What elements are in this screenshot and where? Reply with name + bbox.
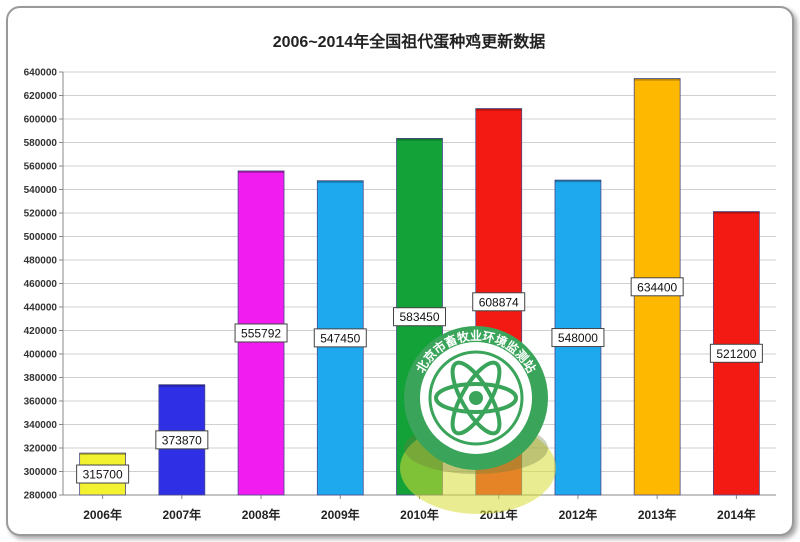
x-tick-label: 2013年 [638, 507, 677, 522]
data-label: 547450 [320, 331, 360, 345]
data-label: 608874 [479, 295, 519, 309]
x-tick-label: 2008年 [242, 507, 281, 522]
data-label-box [472, 292, 526, 312]
chart-title: 2006~2014年全国祖代蛋种鸡更新数据 [273, 32, 546, 51]
x-tick-label: 2012年 [559, 507, 598, 522]
y-tick-label: 440000 [24, 303, 58, 314]
y-tick-label: 600000 [24, 115, 58, 126]
y-tick-label: 540000 [24, 185, 58, 196]
y-tick-label: 280000 [24, 491, 58, 502]
data-label-box [630, 277, 684, 297]
y-tick-label: 620000 [24, 91, 58, 102]
y-tick-labels: 280000 300000 320000 340000 360000 380000 4000… [24, 68, 58, 502]
data-label: 555792 [241, 326, 281, 340]
data-label: 373870 [162, 433, 202, 447]
y-tick-label: 500000 [24, 232, 58, 243]
data-label: 634400 [637, 280, 677, 294]
y-tick-label: 480000 [24, 256, 58, 267]
data-label-box [155, 430, 209, 450]
x-tick-label: 2009年 [321, 507, 360, 522]
data-label: 315700 [83, 468, 123, 482]
data-label-box [709, 343, 763, 363]
x-tick-label: 2007年 [162, 507, 201, 522]
y-tick-label: 300000 [24, 467, 58, 478]
data-label: 583450 [399, 310, 439, 324]
y-tick-label: 420000 [24, 326, 58, 337]
y-tick-label: 320000 [24, 444, 58, 455]
watermark-seal-icon: 北京市畜牧业环境监测站 [400, 326, 556, 514]
y-tick-label: 580000 [24, 138, 58, 149]
x-tick-label: 2010年 [400, 507, 439, 522]
x-tick-label: 2006年 [83, 507, 122, 522]
y-tick-label: 460000 [24, 279, 58, 290]
x-tick-labels: 2006年 2007年 2008年 2009年 2010年 2011年 2012年 2013年… [83, 507, 755, 522]
y-tick-label: 400000 [24, 350, 58, 361]
y-tick-label: 360000 [24, 397, 58, 408]
data-label-box [313, 328, 367, 348]
data-label-box [551, 328, 605, 348]
data-label: 521200 [716, 347, 756, 361]
data-labels: 315700 373870 555792 547450 583450 608874 5480… [76, 277, 763, 484]
y-tick-label: 340000 [24, 420, 58, 431]
data-label-box [76, 464, 130, 484]
y-tick-label: 640000 [24, 68, 58, 79]
data-label-box [234, 323, 288, 343]
data-label: 548000 [558, 331, 598, 345]
y-tick-label: 380000 [24, 373, 58, 384]
y-tick-label: 520000 [24, 209, 58, 220]
y-tick-label: 560000 [24, 162, 58, 173]
x-tick-label: 2014年 [717, 507, 756, 522]
data-label-box [393, 307, 446, 327]
